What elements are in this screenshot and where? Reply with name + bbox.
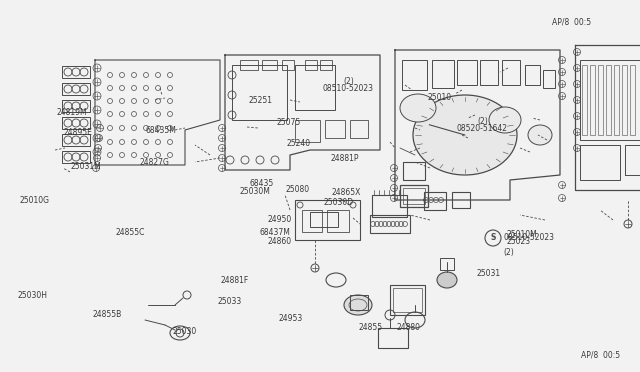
Text: 24895E: 24895E (64, 128, 93, 137)
Text: 24953: 24953 (278, 314, 303, 323)
Bar (480, 60, 498, 85)
Bar (457, 60, 477, 85)
Bar (295, 65, 335, 110)
Ellipse shape (413, 95, 517, 175)
Bar (622, 65, 627, 135)
Bar (614, 65, 619, 135)
Text: 25010: 25010 (428, 93, 452, 102)
Bar (402, 60, 427, 90)
Bar (282, 60, 294, 70)
Text: 25031: 25031 (477, 269, 501, 278)
Text: 25031M: 25031M (70, 162, 101, 171)
Ellipse shape (489, 107, 521, 133)
Text: 25080: 25080 (285, 185, 310, 194)
Text: 24881F: 24881F (221, 276, 249, 285)
Bar (403, 188, 425, 204)
Text: S: S (490, 234, 496, 243)
Text: 08510-52023: 08510-52023 (503, 234, 554, 243)
Text: 25010M: 25010M (507, 230, 538, 239)
Bar (320, 60, 332, 70)
Bar (393, 288, 422, 312)
Bar (440, 258, 454, 270)
Text: 08520-51642: 08520-51642 (457, 124, 508, 133)
Bar (62, 100, 90, 112)
Bar (350, 295, 368, 310)
Text: (2): (2) (503, 247, 514, 257)
Text: 24855C: 24855C (115, 228, 145, 237)
Text: 24819M: 24819M (56, 108, 87, 117)
Bar (403, 162, 425, 180)
Bar (350, 120, 368, 138)
Bar (378, 328, 408, 348)
Bar (305, 60, 317, 70)
Text: (2): (2) (343, 77, 354, 86)
Bar (400, 185, 428, 207)
Ellipse shape (528, 125, 552, 145)
Bar (452, 192, 470, 208)
Bar (262, 60, 277, 70)
Bar (424, 192, 446, 210)
Text: 25010G: 25010G (19, 196, 49, 205)
Text: 24880: 24880 (397, 323, 421, 332)
Text: 25030D: 25030D (324, 198, 354, 207)
Bar (232, 65, 287, 120)
Bar (295, 200, 360, 240)
Text: 25023: 25023 (507, 237, 531, 246)
Bar (62, 83, 90, 95)
Bar (606, 65, 611, 135)
Bar (310, 212, 338, 227)
Bar (372, 195, 407, 217)
Text: 68435M: 68435M (146, 126, 177, 135)
Bar (327, 210, 349, 232)
Text: 24950: 24950 (268, 215, 292, 224)
Bar (432, 60, 454, 88)
Text: 25030: 25030 (173, 327, 197, 336)
Bar (543, 70, 555, 88)
Bar (582, 65, 587, 135)
Bar (62, 66, 90, 78)
Text: 24855: 24855 (358, 323, 383, 332)
Text: 68435: 68435 (250, 179, 274, 188)
Text: AP/8  00:5: AP/8 00:5 (581, 350, 620, 359)
Bar (580, 145, 620, 180)
Ellipse shape (437, 272, 457, 288)
Text: 25251: 25251 (248, 96, 273, 105)
Text: 24827G: 24827G (140, 158, 170, 167)
Text: 24860: 24860 (268, 237, 292, 246)
Text: 25075: 25075 (276, 118, 301, 126)
Text: 08510-52023: 08510-52023 (323, 84, 374, 93)
Text: AP/8  00:5: AP/8 00:5 (552, 18, 591, 27)
Bar (62, 151, 90, 163)
Text: 25240: 25240 (287, 139, 311, 148)
Text: 68437M: 68437M (260, 228, 291, 237)
Bar (240, 60, 258, 70)
Text: 25030H: 25030H (18, 291, 48, 300)
Bar (630, 65, 635, 135)
Bar (62, 117, 90, 129)
Bar (390, 285, 425, 315)
Bar (370, 215, 410, 233)
Bar (325, 120, 345, 138)
Bar (580, 60, 640, 140)
Bar (625, 145, 640, 175)
Bar (598, 65, 603, 135)
Text: 24855B: 24855B (93, 310, 122, 319)
Bar (295, 120, 320, 142)
Bar (502, 60, 520, 85)
Bar (302, 210, 322, 232)
Text: 25033: 25033 (218, 297, 242, 306)
Bar (525, 65, 540, 85)
Ellipse shape (344, 295, 372, 315)
Bar (62, 134, 90, 146)
Bar (590, 65, 595, 135)
Ellipse shape (400, 94, 436, 122)
Text: 24865X: 24865X (332, 188, 361, 197)
Text: 25030M: 25030M (239, 187, 270, 196)
Text: 24881P: 24881P (331, 154, 360, 163)
Text: (2): (2) (477, 117, 488, 126)
